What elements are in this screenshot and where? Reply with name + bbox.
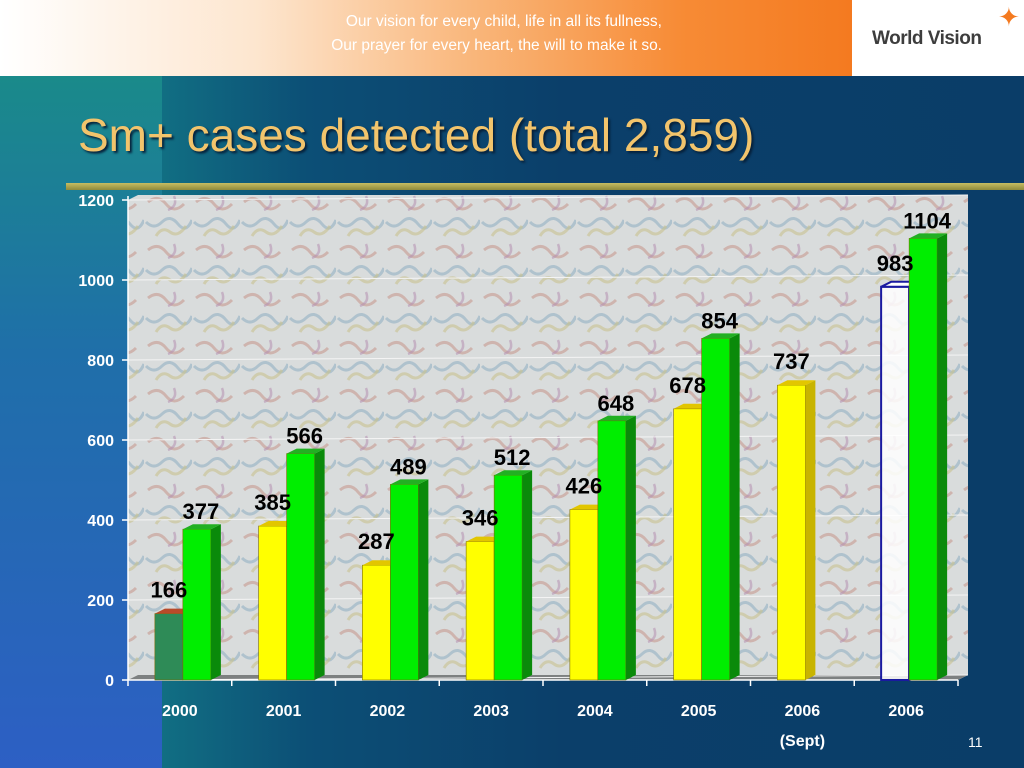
y-tick-label: 400 <box>87 513 114 530</box>
bar-series-b-side <box>210 524 221 680</box>
data-label-series-a: 385 <box>254 490 291 515</box>
bar-series-b <box>286 448 325 681</box>
bar-series-b-side <box>314 448 325 680</box>
tagline-line-2: Our prayer for every heart, the will to … <box>331 37 662 54</box>
gridline <box>127 514 969 521</box>
bar-series-b-top <box>286 448 325 454</box>
world-vision-logo: World Vision ✦ <box>852 0 1024 76</box>
data-label-series-b: 854 <box>701 308 738 333</box>
y-axis-ticks: 0 200 400 600 800 1000 1200 <box>78 193 128 690</box>
bar-series-a-face <box>154 613 184 681</box>
x-tick-label: 2001 <box>266 703 302 720</box>
bar-series-b-face <box>286 453 315 681</box>
bar-series-a <box>777 380 816 681</box>
x-tick-label: 2006 <box>785 703 821 720</box>
title-rule <box>66 183 1024 190</box>
bar-series-b-top <box>182 524 221 530</box>
data-label-series-b: 377 <box>183 499 220 524</box>
data-label-series-b: 512 <box>494 445 531 470</box>
bar-series-b-side <box>937 233 948 680</box>
data-label-series-a: 678 <box>669 373 706 398</box>
bar-series-a-side <box>805 380 816 680</box>
bar-series-b <box>390 479 429 681</box>
gridline <box>127 354 969 361</box>
y-tick-label: 600 <box>87 433 114 450</box>
bar-series-b-top <box>390 479 429 485</box>
bar-series-a-face <box>258 525 287 681</box>
bar-series-b-side <box>522 470 533 680</box>
grid-lines <box>127 194 969 681</box>
data-label-series-a: 287 <box>358 529 395 554</box>
x-tick-label: 2003 <box>473 703 509 720</box>
data-label-series-a: 426 <box>566 474 603 499</box>
slide-title: Sm+ cases detected (total 2,859) <box>78 109 755 161</box>
bar-series-b-side <box>729 333 740 680</box>
y-tick-label: 800 <box>87 353 114 370</box>
bar-series-b-top <box>494 470 533 476</box>
data-labels: 166 377 385 566 287 489 346 512 426 648 678 854 737 9… <box>151 208 952 602</box>
x-tick-label: 2006 <box>888 703 924 720</box>
data-label-series-a: 737 <box>773 349 810 374</box>
x-tick-label: 2002 <box>370 703 406 720</box>
bar-series-b <box>182 524 221 681</box>
x-tick-label: 2005 <box>681 703 717 720</box>
bar-series-b-face <box>908 238 938 681</box>
bar-series-b-top <box>909 233 948 239</box>
bar-series-b-top <box>597 415 636 421</box>
data-label-series-b: 648 <box>598 391 635 416</box>
bar-series-b <box>908 233 948 681</box>
data-label-series-b: 1104 <box>903 208 951 233</box>
bar-series-b-face <box>493 474 523 681</box>
header-band: Our vision for every child, life in all … <box>0 0 852 76</box>
bar-series-b <box>493 470 533 681</box>
bar-series-b-face <box>390 484 419 681</box>
data-label-series-a: 166 <box>151 578 188 603</box>
bar-series-b <box>701 333 740 681</box>
bar-series-b-side <box>625 415 636 680</box>
gridline <box>127 434 969 441</box>
x-tick-sublabel: (Sept) <box>780 733 825 750</box>
bar-series-a-face <box>673 408 702 681</box>
y-tick-label: 1200 <box>78 193 114 210</box>
bar-series-a-face <box>777 384 806 681</box>
logo-text: World Vision <box>872 28 982 49</box>
tagline-line-1: Our vision for every child, life in all … <box>345 13 662 30</box>
data-label-series-a: 983 <box>877 251 914 276</box>
bar-series-a-face <box>880 285 911 681</box>
slide-number: 11 <box>968 734 983 750</box>
bar-series-b <box>597 415 636 681</box>
bar-series-a-face <box>569 509 599 681</box>
bars <box>154 233 948 682</box>
bar-series-b-side <box>418 479 429 680</box>
x-tick-label: 2004 <box>577 703 613 720</box>
gridline <box>127 274 969 281</box>
data-label-series-a: 346 <box>462 506 499 531</box>
x-axis-ticks: 2000 2001 2002 2003 2004 2005 2006 (Sept) 2006 <box>127 680 959 750</box>
y-tick-label: 200 <box>87 593 114 610</box>
bar-series-a-face <box>362 564 391 681</box>
gridline <box>127 194 969 201</box>
bar-series-b-face <box>597 420 627 681</box>
data-label-series-b: 566 <box>286 424 323 449</box>
data-label-series-b: 489 <box>390 454 427 479</box>
y-tick-label: 0 <box>105 673 114 690</box>
bar-series-a-face <box>465 541 495 681</box>
x-tick-label: 2000 <box>162 703 198 720</box>
star-icon: ✦ <box>998 2 1020 32</box>
bar-series-b-top <box>701 333 740 339</box>
y-tick-label: 1000 <box>78 273 114 290</box>
bar-series-b-face <box>182 528 212 681</box>
bar-series-a-top <box>777 380 816 386</box>
